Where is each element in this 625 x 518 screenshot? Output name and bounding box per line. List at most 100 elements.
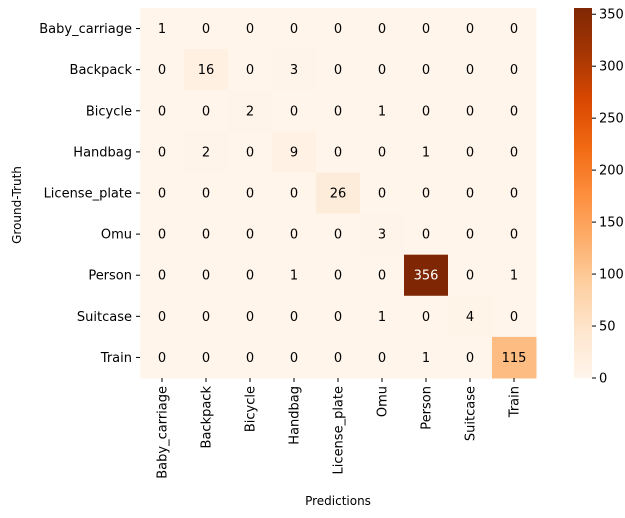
x-tick-label: Bicycle — [244, 386, 259, 432]
heatmap-cell — [316, 131, 361, 173]
cell-value-label: 1 — [422, 351, 430, 366]
heatmap-cell — [184, 8, 229, 50]
x-axis-ticks: Baby_carriage Backpack Bicycle Handbag Licen… — [156, 378, 523, 479]
heatmap-cell — [316, 336, 361, 379]
heatmap-cell — [404, 295, 449, 338]
cell-value-label: 1 — [422, 145, 430, 160]
heatmap-cell — [492, 172, 537, 215]
cell-value-label: 0 — [290, 22, 298, 37]
cell-value-label: 0 — [290, 228, 298, 243]
heatmap-cell — [448, 8, 493, 50]
cell-value-label: 0 — [466, 63, 474, 78]
colorbar-tick-label: 150 — [599, 216, 624, 231]
cell-value-label: 0 — [246, 187, 254, 202]
cell-value-label: 0 — [422, 63, 430, 78]
heatmap-cell — [404, 49, 449, 91]
heatmap-cell — [360, 8, 405, 50]
x-tick-label: Baby_carriage — [156, 386, 171, 479]
colorbar-tick-label: 350 — [599, 8, 624, 23]
cell-value-label: 0 — [246, 228, 254, 243]
cell-value-label: 0 — [510, 310, 518, 325]
y-axis-label: Ground-Truth — [10, 166, 24, 244]
cell-value-label: 0 — [158, 63, 166, 78]
heatmap-cell — [228, 90, 273, 132]
cell-value-label: 0 — [466, 187, 474, 202]
heatmap-cell — [492, 336, 537, 379]
cell-value-label: 0 — [246, 351, 254, 366]
cell-value-label: 0 — [246, 310, 254, 325]
cell-value-label: 26 — [330, 187, 347, 202]
heatmap-cell — [404, 90, 449, 132]
heatmap-cell — [492, 254, 537, 297]
y-tick-label: Train — [100, 351, 132, 366]
heatmap-cell — [272, 131, 317, 173]
x-tick-label: Person — [420, 386, 435, 430]
heatmap-cell — [140, 213, 185, 256]
heatmap-cell — [184, 336, 229, 379]
cell-value-label: 0 — [202, 310, 210, 325]
cell-value-label: 9 — [290, 145, 298, 160]
cell-value-label: 0 — [510, 104, 518, 119]
x-tick-label: License_plate — [332, 386, 347, 474]
heatmap-cell — [404, 172, 449, 215]
cell-value-label: 0 — [378, 22, 386, 37]
heatmap-cell — [228, 295, 273, 338]
cell-value-label: 0 — [510, 187, 518, 202]
heatmap-cell — [228, 49, 273, 91]
heatmap-cell — [140, 336, 185, 379]
heatmap-cell — [140, 172, 185, 215]
cell-value-label: 0 — [334, 228, 342, 243]
x-tick-label: Handbag — [288, 386, 303, 445]
cell-value-label: 0 — [246, 63, 254, 78]
colorbar-tick-label: 250 — [599, 112, 624, 127]
y-tick-label: Omu — [101, 228, 132, 243]
y-axis-ticks: Baby_carriage Backpack Bicycle Handbag Licen… — [39, 22, 140, 366]
heatmap-cell — [272, 336, 317, 379]
heatmap-cell — [184, 49, 229, 91]
y-tick-label: Handbag — [73, 145, 132, 160]
heatmap-cell — [448, 254, 493, 297]
x-tick-label: Backpack — [200, 386, 215, 449]
heatmap-cell — [140, 131, 185, 173]
cell-value-label: 0 — [422, 228, 430, 243]
heatmap-cell — [272, 49, 317, 91]
y-tick-label: Bicycle — [86, 104, 132, 119]
heatmap-cell — [140, 254, 185, 297]
cell-value-label: 0 — [466, 228, 474, 243]
heatmap-cell — [492, 131, 537, 173]
cell-value-label: 0 — [290, 310, 298, 325]
cell-value-label: 0 — [202, 104, 210, 119]
heatmap-cell — [272, 8, 317, 50]
cell-value-label: 1 — [158, 22, 166, 37]
heatmap-cell — [448, 336, 493, 379]
cell-value-label: 0 — [158, 310, 166, 325]
cell-value-label: 0 — [334, 145, 342, 160]
cell-value-label: 0 — [158, 228, 166, 243]
cell-value-label: 115 — [502, 351, 527, 366]
heatmap-cell — [184, 213, 229, 256]
heatmap-cell — [184, 295, 229, 338]
cell-value-label: 0 — [510, 22, 518, 37]
heatmap-cell — [272, 213, 317, 256]
colorbar-tick-label: 0 — [599, 372, 607, 387]
cell-value-label: 0 — [466, 351, 474, 366]
cell-value-label: 1 — [510, 269, 518, 284]
heatmap-cell — [360, 295, 405, 338]
heatmap-cell — [228, 254, 273, 297]
cell-value-label: 3 — [290, 63, 298, 78]
cell-value-label: 0 — [466, 145, 474, 160]
heatmap-cells: 1 0 0 0 0 0 0 0 0 0 16 0 3 0 0 0 0 0 0 0 2 0 0 1 0 0 0 0 2 0 9 0 0 1 0 0 0 0 0… — [140, 8, 537, 379]
heatmap-cell — [492, 295, 537, 338]
cell-value-label: 0 — [290, 104, 298, 119]
heatmap-cell — [492, 90, 537, 132]
cell-value-label: 0 — [158, 351, 166, 366]
heatmap-cell — [272, 172, 317, 215]
heatmap-cell — [140, 49, 185, 91]
heatmap-cell — [448, 131, 493, 173]
heatmap-cell — [272, 295, 317, 338]
cell-value-label: 0 — [246, 145, 254, 160]
cell-value-label: 0 — [466, 104, 474, 119]
heatmap-cell — [360, 131, 405, 173]
cell-value-label: 0 — [466, 269, 474, 284]
